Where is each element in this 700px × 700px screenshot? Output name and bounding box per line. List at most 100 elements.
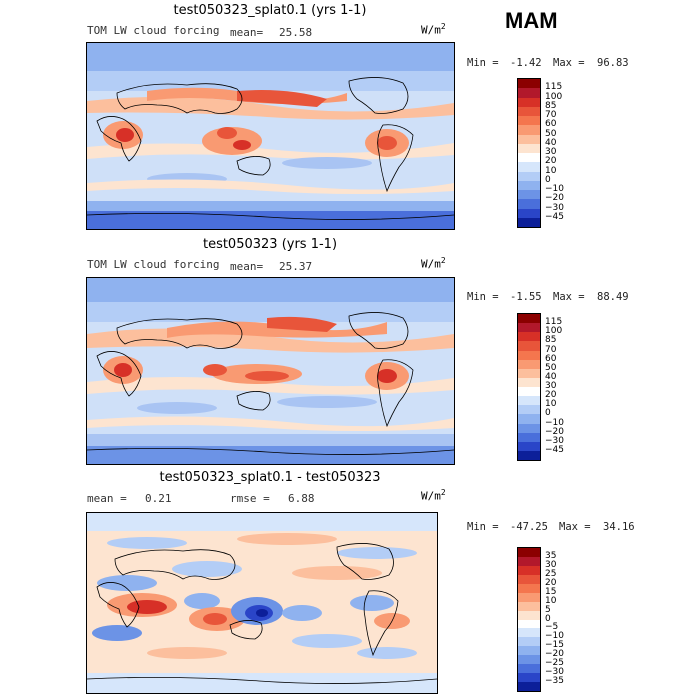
colorbar-cell bbox=[518, 368, 540, 378]
panel2-map bbox=[86, 277, 455, 465]
colorbar-cell bbox=[518, 673, 540, 683]
colorbar-tick-label: 115 bbox=[545, 82, 563, 93]
panel2-title: test050323 (yrs 1-1) bbox=[202, 237, 338, 252]
colorbar-cell bbox=[518, 682, 540, 691]
colorbar-cell bbox=[518, 583, 540, 593]
panel1-subtitle: TOM LW cloud forcing bbox=[87, 24, 220, 37]
colorbar-cell bbox=[518, 190, 540, 200]
panel3-title: test050323_splat0.1 - test050323 bbox=[159, 470, 381, 485]
panel3-colorbar bbox=[517, 547, 541, 692]
colorbar-cell bbox=[518, 143, 540, 153]
panel3-rmse-label: rmse = bbox=[230, 492, 270, 505]
panel1-mean-label: mean= bbox=[230, 26, 264, 39]
colorbar-cell bbox=[518, 574, 540, 584]
colorbar-cell bbox=[518, 548, 540, 557]
colorbar-cell bbox=[518, 341, 540, 351]
colorbar-cell bbox=[518, 619, 540, 629]
colorbar-tick-label: −45 bbox=[545, 211, 564, 222]
units-base: W/m bbox=[421, 489, 441, 503]
colorbar-tick-label: 25 bbox=[545, 568, 557, 579]
colorbar-tick-label: −10 bbox=[545, 417, 564, 428]
panel3-colorbar-ticks: 35 30 25 20 15 10 5 0 −5 −10 −15 −20 −25 −30 −35 bbox=[545, 547, 585, 690]
panel1-min-label: Min = bbox=[467, 57, 499, 69]
panel1-colorbar bbox=[517, 78, 541, 228]
colorbar-tick-label: 50 bbox=[545, 362, 557, 373]
panel3-map-svg bbox=[87, 513, 437, 693]
colorbar-tick-label: 0 bbox=[545, 613, 551, 624]
panel3-mean-value: 0.21 bbox=[145, 492, 172, 505]
colorbar-tick-label: −5 bbox=[545, 622, 559, 633]
colorbar-cell bbox=[518, 592, 540, 602]
colorbar-cell bbox=[518, 432, 540, 442]
colorbar-tick-label: 115 bbox=[545, 317, 563, 328]
colorbar-cell bbox=[518, 405, 540, 415]
colorbar-tick-label: 20 bbox=[545, 156, 557, 167]
colorbar-cell bbox=[518, 565, 540, 575]
panel2-subtitle: TOM LW cloud forcing bbox=[87, 258, 220, 271]
panel2-map-svg bbox=[87, 278, 454, 464]
colorbar-tick-label: −10 bbox=[545, 631, 564, 642]
colorbar-cell bbox=[518, 377, 540, 387]
colorbar-tick-label: 30 bbox=[545, 381, 557, 391]
colorbar-tick-label: −30 bbox=[545, 435, 564, 446]
colorbar-cell bbox=[518, 441, 540, 451]
colorbar-cell bbox=[518, 88, 540, 98]
panel1-units: W/m2 bbox=[421, 22, 446, 37]
colorbar-tick-label: −20 bbox=[545, 426, 564, 437]
units-base: W/m bbox=[421, 257, 441, 271]
colorbar-tick-label: −20 bbox=[545, 193, 564, 204]
panel1-colorbar-ticks: 115 100 85 70 60 50 40 30 20 10 0 −10 −20 −30 −45 bbox=[545, 78, 585, 226]
colorbar-tick-label: −30 bbox=[545, 667, 564, 678]
colorbar-tick-label: 85 bbox=[545, 335, 557, 346]
colorbar-cell bbox=[518, 106, 540, 116]
colorbar-tick-label: 70 bbox=[545, 110, 557, 120]
colorbar-cell bbox=[518, 359, 540, 369]
colorbar-cell bbox=[518, 556, 540, 566]
colorbar-tick-label: 15 bbox=[545, 586, 557, 597]
panel2-units: W/m2 bbox=[421, 256, 446, 271]
panel3-min-value: -47.25 bbox=[510, 521, 548, 533]
colorbar-tick-label: 100 bbox=[545, 91, 563, 102]
colorbar-tick-label: 30 bbox=[545, 147, 557, 157]
colorbar-tick-label: 70 bbox=[545, 344, 557, 355]
colorbar-tick-label: 0 bbox=[545, 408, 551, 419]
colorbar-cell bbox=[518, 116, 540, 126]
panel1-title: test050323_splat0.1 (yrs 1-1) bbox=[173, 3, 367, 18]
season-label: MAM bbox=[505, 8, 558, 33]
colorbar-tick-label: 0 bbox=[545, 174, 551, 185]
panel3-max-value: 34.16 bbox=[603, 521, 635, 533]
colorbar-cell bbox=[518, 396, 540, 406]
colorbar-cell bbox=[518, 314, 540, 324]
colorbar-cell bbox=[518, 217, 540, 227]
panel3-units: W/m2 bbox=[421, 488, 446, 503]
panel1-min-value: -1.42 bbox=[510, 57, 542, 69]
colorbar-tick-label: 40 bbox=[545, 371, 557, 382]
colorbar-tick-label: 100 bbox=[545, 326, 563, 337]
colorbar-tick-label: −20 bbox=[545, 649, 564, 660]
colorbar-tick-label: 20 bbox=[545, 577, 557, 588]
colorbar-cell bbox=[518, 199, 540, 209]
panel2-colorbar bbox=[517, 313, 541, 461]
colorbar-cell bbox=[518, 180, 540, 190]
units-exp: 2 bbox=[440, 488, 446, 497]
panel2-mean-label: mean= bbox=[230, 260, 264, 273]
units-exp: 2 bbox=[440, 22, 446, 31]
panel1-map-svg bbox=[87, 43, 454, 229]
colorbar-cell bbox=[518, 332, 540, 342]
colorbar-tick-label: 20 bbox=[545, 390, 557, 401]
colorbar-cell bbox=[518, 601, 540, 611]
colorbar-tick-label: 40 bbox=[545, 137, 557, 148]
colorbar-cell bbox=[518, 655, 540, 665]
panel3-mean-label: mean = bbox=[87, 492, 127, 505]
colorbar-cell bbox=[518, 153, 540, 163]
panel3-rmse-value: 6.88 bbox=[288, 492, 315, 505]
colorbar-tick-label: 10 bbox=[545, 399, 557, 410]
colorbar-tick-label: 35 bbox=[545, 550, 557, 561]
panel2-colorbar-ticks: 115 100 85 70 60 50 40 30 20 10 0 −10 −20 −30 −45 bbox=[545, 313, 585, 459]
colorbar-cell bbox=[518, 610, 540, 620]
colorbar-tick-label: −30 bbox=[545, 202, 564, 213]
colorbar-tick-label: 60 bbox=[545, 353, 557, 364]
colorbar-cell bbox=[518, 423, 540, 433]
colorbar-cell bbox=[518, 134, 540, 144]
colorbar-tick-label: 10 bbox=[545, 165, 557, 176]
